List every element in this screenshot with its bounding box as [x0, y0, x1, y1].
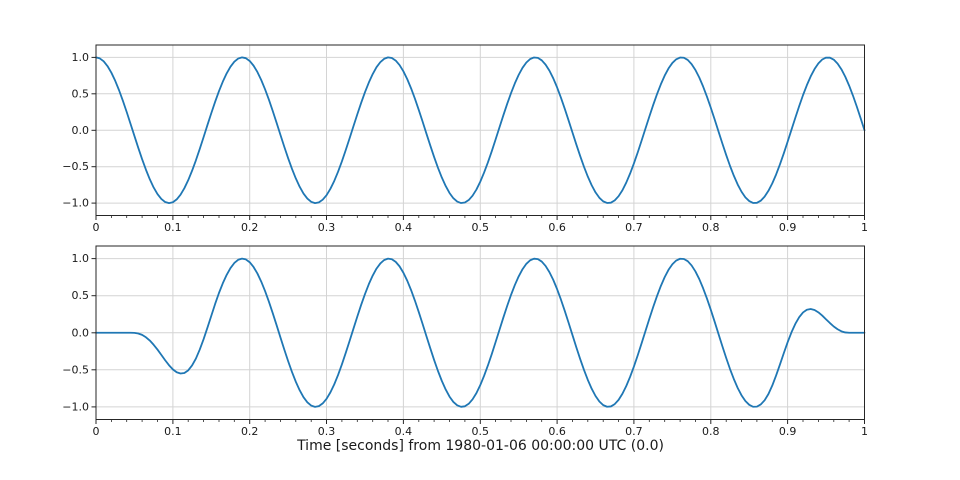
x-tick-label: 1: [861, 425, 868, 438]
signal-line-filtered: [95, 257, 866, 408]
x-tick-label: 0.3: [318, 221, 336, 234]
y-tick-label: 0.5: [72, 87, 90, 100]
y-tick-label: −0.5: [62, 160, 89, 173]
x-tick-label: 0.9: [779, 425, 797, 438]
x-tick-label: 0: [93, 425, 100, 438]
y-tick-label: −0.5: [62, 363, 89, 376]
x-tick-label: 0.6: [548, 425, 566, 438]
y-tick-label: 1.0: [72, 51, 90, 64]
x-tick-label: 1: [861, 221, 868, 234]
signal-line-signal: [95, 56, 866, 205]
x-tick-label: 0.4: [395, 221, 413, 234]
x-tick-label: 0.1: [164, 221, 182, 234]
x-tick-label: 0.8: [702, 221, 720, 234]
x-tick-label: 0.5: [472, 221, 490, 234]
x-tick-label: 0.2: [241, 425, 259, 438]
x-tick-label: 0: [93, 221, 100, 234]
x-axis-label: Time [seconds] from 1980-01-06 00:00:00 …: [297, 438, 664, 454]
x-tick-label: 0.5: [472, 425, 490, 438]
x-tick-label: 0.1: [164, 425, 182, 438]
x-tick-label: 0.6: [548, 221, 566, 234]
y-tick-label: 0.5: [72, 289, 90, 302]
x-tick-label: 0.3: [318, 425, 336, 438]
y-tick-label: −1.0: [62, 197, 89, 210]
x-tick-label: 0.9: [779, 221, 797, 234]
x-tick-label: 0.8: [702, 425, 720, 438]
x-tick-label: 0.2: [241, 221, 259, 234]
y-tick-label: 0.0: [72, 124, 90, 137]
y-tick-label: 1.0: [72, 252, 90, 265]
y-tick-label: −1.0: [62, 400, 89, 413]
x-tick-label: 0.4: [395, 425, 413, 438]
y-tick-label: 0.0: [72, 326, 90, 339]
x-tick-label: 0.7: [625, 425, 643, 438]
x-tick-label: 0.7: [625, 221, 643, 234]
